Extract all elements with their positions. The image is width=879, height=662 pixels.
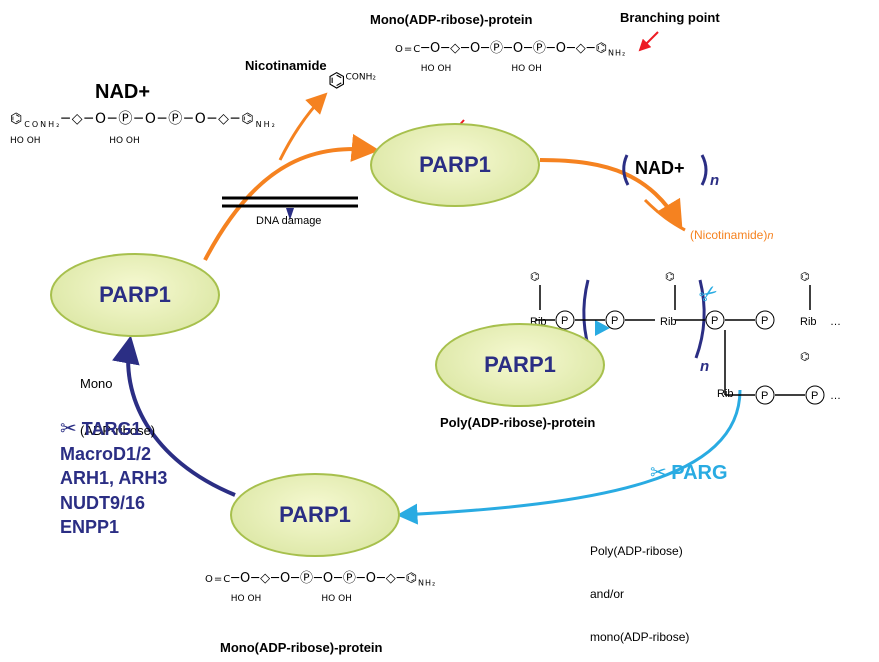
enzyme-macrod: MacroD1/2 (60, 442, 167, 466)
chem-nicotinamide-ring: ⌬CONH₂ (328, 70, 376, 90)
label-nicotinamide: Nicotinamide (245, 58, 327, 74)
label-parg: PARG (671, 462, 727, 484)
label-n-sub: n (700, 358, 709, 376)
svg-text:⌬: ⌬ (530, 270, 540, 283)
svg-text:Rib: Rib (660, 316, 677, 328)
label-poly-or-mono-3: mono(ADP-ribose) (590, 630, 689, 644)
label-poly-or-mono-1: Poly(ADP-ribose) (590, 544, 689, 558)
enzyme-list: ✂ TARG1 MacroD1/2 ARH1, ARH3 NUDT9/16 EN… (60, 415, 167, 539)
scissor-icon-enzymes: ✂ (60, 416, 77, 440)
svg-text:P: P (611, 315, 618, 327)
label-conh2: CONH₂ (345, 72, 375, 82)
enzyme-targ1: TARG1 (82, 419, 142, 439)
chem-mono-adp-structure-bottom: O=C─O─◇─O─Ⓟ─O─Ⓟ─O─◇─⌬NH₂ HO OH HO OH (205, 570, 436, 607)
label-branching-point: Branching point (620, 10, 720, 26)
red-arrow-2 (640, 32, 658, 50)
label-nicotinamide-n-text: (Nicotinamide) (690, 228, 767, 242)
chem-mono-adp-structure-top: O=C─O─◇─O─Ⓟ─O─Ⓟ─O─◇─⌬NH₂ HO OH HO OH (395, 40, 626, 77)
label-nad-n: NAD+ (635, 158, 685, 179)
enzyme-enpp1: ENPP1 (60, 515, 167, 539)
svg-text:⌬: ⌬ (800, 350, 810, 363)
bracket-nad-right (702, 155, 706, 185)
parp1-node-bottom: PARP1 (230, 473, 400, 557)
chem-nad-structure: ⌬CONH₂─◇─O─Ⓟ─O─Ⓟ─O─◇─⌬NH₂ HO OH HO OH (10, 110, 240, 150)
svg-text:Rib: Rib (800, 316, 817, 328)
label-nad-n-sub: n (710, 172, 719, 189)
scissor-icon-chain: ✂ (694, 279, 723, 310)
svg-text:…: … (830, 390, 841, 402)
svg-text:⌬: ⌬ (800, 270, 810, 283)
parp1-node-mid-label: PARP1 (484, 352, 556, 378)
svg-text:P: P (711, 315, 718, 327)
bracket-nad-left (624, 155, 628, 185)
enzyme-nudt: NUDT9/16 (60, 491, 167, 515)
svg-text:⌬: ⌬ (665, 270, 675, 283)
svg-text:P: P (761, 315, 768, 327)
label-nad-n-text: NAD+ (635, 158, 685, 178)
scissor-icon-parg: ✂ (650, 460, 667, 484)
parp1-node-left: PARP1 (50, 253, 220, 337)
label-dna-damage: DNA damage (256, 215, 321, 228)
label-nad-plus: NAD+ (95, 80, 150, 104)
label-poly-or-mono-2: and/or (590, 587, 689, 601)
parp1-node-left-label: PARP1 (99, 282, 171, 308)
label-poly-adp-protein: Poly(ADP-ribose)-protein (440, 415, 595, 431)
parg-label-group: ✂ PARG (650, 460, 728, 485)
cyan-cut-marker (595, 320, 610, 336)
parp1-node-bottom-label: PARP1 (279, 502, 351, 528)
arc-cyan-parg (400, 390, 740, 515)
label-mono-adp-ribose-1: Mono (80, 376, 155, 392)
arc-orange-nicotinamide-n (645, 200, 685, 230)
svg-text:P: P (761, 390, 768, 402)
parp1-node-top: PARP1 (370, 123, 540, 207)
parp1-node-top-label: PARP1 (419, 152, 491, 178)
svg-text:Rib: Rib (717, 388, 734, 400)
svg-text:P: P (561, 315, 568, 327)
arc-orange-left-to-top (205, 149, 375, 260)
parp1-node-mid: PARP1 (435, 323, 605, 407)
label-poly-or-mono: Poly(ADP-ribose) and/or mono(ADP-ribose) (590, 515, 689, 659)
svg-text:P: P (811, 390, 818, 402)
svg-text:…: … (830, 316, 841, 328)
enzyme-arh: ARH1, ARH3 (60, 466, 167, 490)
label-mono-adp-protein: Mono(ADP-ribose)-protein (370, 12, 532, 28)
label-nicotinamide-n-sub: n (767, 230, 773, 242)
label-mono-adp-protein-2: Mono(ADP-ribose)-protein (220, 640, 382, 656)
label-nicotinamide-n: (Nicotinamide)n (690, 228, 773, 242)
arc-orange-nicotinamide (280, 95, 325, 160)
